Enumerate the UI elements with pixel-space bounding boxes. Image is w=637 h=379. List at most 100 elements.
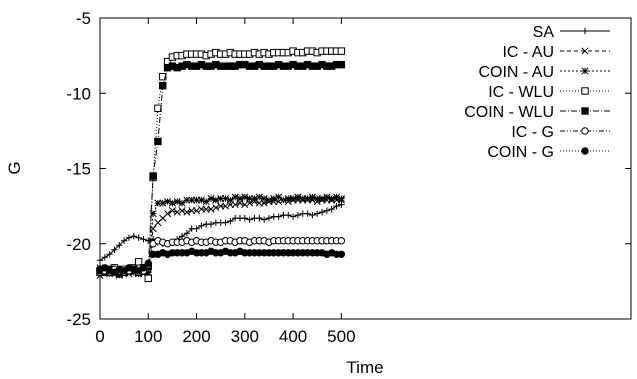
- data-point: [304, 195, 312, 203]
- data-point: [581, 127, 589, 135]
- data-point: [337, 250, 346, 258]
- data-point: [207, 205, 215, 213]
- data-point: [289, 195, 297, 203]
- data-point: [192, 196, 201, 204]
- data-point: [246, 195, 254, 203]
- data-point: [164, 210, 172, 218]
- data-point: [134, 258, 143, 266]
- data-point: [207, 220, 215, 228]
- data-point: [313, 195, 321, 203]
- data-point: [337, 195, 345, 203]
- legend-item: IC - WLU: [488, 84, 610, 101]
- series-layer: [96, 47, 346, 283]
- data-point: [221, 195, 230, 203]
- data-point: [309, 211, 316, 219]
- data-point: [144, 274, 152, 283]
- x-tick-label: 200: [182, 327, 210, 346]
- data-point: [236, 195, 244, 203]
- data-point: [227, 217, 234, 225]
- legend: SA IC - AU COIN - AU IC - WLU COIN - WLU IC -…: [464, 24, 610, 161]
- data-point: [173, 198, 181, 206]
- data-point: [333, 202, 340, 210]
- data-point: [178, 199, 186, 207]
- data-point: [144, 259, 152, 268]
- data-point: [154, 137, 162, 146]
- data-point: [265, 214, 273, 222]
- legend-item: COIN - AU: [478, 64, 610, 81]
- data-point: [323, 207, 331, 214]
- legend-label: COIN - WLU: [464, 104, 554, 121]
- data-point: [140, 236, 147, 243]
- data-point: [255, 193, 263, 201]
- data-point: [197, 196, 205, 204]
- data-point: [289, 213, 297, 220]
- data-point: [159, 199, 167, 207]
- data-point: [149, 172, 157, 180]
- data-point: [275, 213, 282, 220]
- series-4: [96, 47, 346, 283]
- data-point: [231, 193, 239, 201]
- data-point: [275, 193, 283, 201]
- data-point: [159, 72, 167, 81]
- data-point: [130, 233, 137, 240]
- data-point: [241, 193, 249, 201]
- data-point: [168, 207, 176, 215]
- data-point: [250, 195, 259, 203]
- x-tick-label: 300: [231, 327, 259, 346]
- data-point: [139, 264, 148, 272]
- data-point: [328, 195, 336, 203]
- data-point: [337, 60, 346, 69]
- legend-label: COIN - AU: [478, 64, 554, 81]
- data-point: [581, 67, 589, 75]
- data-point: [318, 195, 326, 203]
- legend-label: IC - AU: [502, 44, 554, 61]
- y-tick-label: -5: [76, 9, 91, 28]
- data-point: [222, 219, 229, 226]
- x-tick-label: 400: [279, 327, 307, 346]
- legend-label: IC - G: [511, 124, 554, 141]
- data-point: [323, 193, 331, 201]
- data-point: [212, 204, 220, 212]
- x-tick-label: 100: [134, 327, 162, 346]
- data-point: [178, 207, 186, 215]
- data-point: [241, 214, 249, 222]
- data-point: [581, 47, 589, 55]
- axis-ticks: 0 100 200 300 400 500 -5 -10 -15 -20 -25: [66, 9, 631, 346]
- data-point: [226, 196, 234, 204]
- data-point: [168, 199, 176, 207]
- x-axis-label: Time: [346, 358, 383, 377]
- data-point: [265, 196, 273, 204]
- data-point: [260, 216, 268, 223]
- data-point: [270, 195, 278, 203]
- legend-item: SA: [533, 24, 610, 41]
- data-point: [192, 207, 201, 215]
- data-point: [328, 205, 335, 213]
- legend-item: COIN - WLU: [464, 104, 610, 121]
- data-point: [159, 82, 167, 90]
- data-point: [279, 196, 287, 204]
- y-tick-label: -10: [66, 84, 91, 103]
- y-tick-label: -20: [66, 235, 91, 254]
- data-point: [116, 242, 123, 249]
- data-point: [337, 47, 346, 55]
- y-tick-label: -15: [66, 160, 91, 179]
- data-point: [149, 210, 157, 218]
- data-point: [212, 196, 220, 204]
- data-point: [284, 195, 292, 203]
- data-point: [183, 230, 191, 237]
- data-point: [135, 234, 142, 241]
- data-point: [581, 147, 589, 155]
- legend-label: COIN - G: [487, 144, 554, 161]
- data-point: [178, 233, 186, 240]
- data-point: [101, 254, 109, 261]
- data-point: [96, 257, 104, 264]
- data-point: [581, 107, 589, 115]
- data-point: [260, 195, 268, 203]
- data-point: [207, 195, 215, 203]
- series-1: [96, 201, 345, 264]
- data-point: [111, 246, 118, 253]
- data-point: [241, 201, 249, 209]
- x-tick-label: 0: [95, 327, 104, 346]
- legend-item: IC - AU: [502, 44, 610, 61]
